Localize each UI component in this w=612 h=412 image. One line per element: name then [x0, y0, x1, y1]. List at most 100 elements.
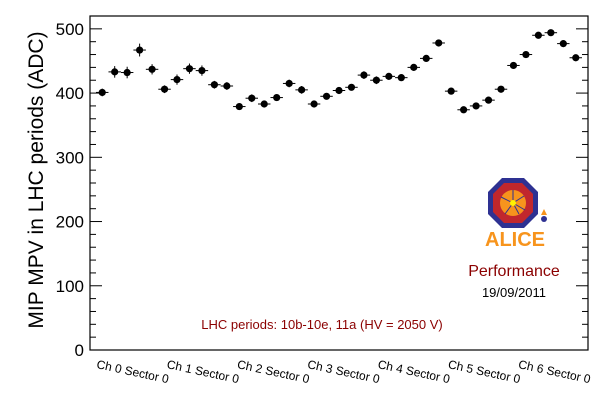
- y-tick-label: 0: [75, 341, 84, 360]
- performance-label: Performance: [468, 263, 560, 280]
- period-annotation: LHC periods: 10b-10e, 11a (HV = 2050 V): [201, 317, 442, 332]
- data-point: [307, 100, 321, 108]
- data-marker: [472, 102, 480, 110]
- y-tick-label: 100: [56, 277, 84, 296]
- data-marker: [235, 102, 243, 111]
- data-marker: [248, 94, 256, 102]
- data-marker: [223, 82, 231, 90]
- data-marker: [522, 50, 530, 59]
- data-marker: [310, 100, 318, 108]
- data-marker: [372, 76, 380, 84]
- data-point: [145, 64, 159, 75]
- alice-logo-text: ALICE: [485, 229, 545, 251]
- y-axis-label: MIP MPV in LHC periods (ADC): [25, 31, 48, 328]
- data-point: [332, 86, 346, 95]
- y-axis: 0 100 200 300 400 500: [56, 15, 588, 360]
- alice-logo-flame-icon: [541, 209, 547, 215]
- data-point: [482, 96, 495, 104]
- data-marker: [347, 83, 356, 91]
- data-point: [120, 66, 134, 79]
- x-axis: Ch 0 Sector 0Ch 1 Sector 0Ch 2 Sector 0C…: [95, 357, 592, 386]
- data-point: [420, 54, 433, 62]
- data-points: [96, 29, 582, 114]
- data-point: [258, 100, 271, 108]
- data-marker: [547, 29, 555, 37]
- data-marker: [123, 68, 131, 77]
- data-point: [444, 87, 458, 95]
- y-tick-label: 200: [56, 213, 84, 232]
- data-point: [270, 93, 283, 102]
- x-tick-label: Ch 1 Sector 0: [166, 357, 241, 386]
- data-point: [233, 102, 246, 111]
- data-marker: [447, 87, 455, 95]
- data-marker: [285, 79, 293, 88]
- x-tick-label: Ch 0 Sector 0: [95, 357, 170, 386]
- data-point: [108, 66, 121, 78]
- data-point: [133, 43, 146, 57]
- data-marker: [460, 106, 468, 114]
- data-marker: [410, 63, 418, 71]
- x-tick-label: Ch 4 Sector 0: [377, 357, 452, 386]
- data-point: [507, 61, 520, 70]
- data-point: [432, 39, 445, 47]
- data-point: [494, 85, 508, 93]
- data-point: [395, 74, 408, 82]
- data-marker: [160, 85, 169, 93]
- date-label: 19/09/2011: [482, 285, 546, 300]
- data-marker: [198, 66, 206, 75]
- data-marker: [148, 65, 156, 73]
- data-point: [208, 80, 221, 89]
- x-tick-label: Ch 5 Sector 0: [447, 357, 522, 386]
- alice-logo: ALICE: [485, 178, 547, 251]
- data-point: [320, 92, 333, 100]
- data-marker: [484, 96, 493, 104]
- data-marker: [298, 86, 306, 94]
- data-point: [183, 63, 196, 74]
- data-point: [158, 85, 171, 94]
- x-tick-label: Ch 6 Sector 0: [517, 357, 592, 386]
- data-point: [357, 71, 371, 79]
- y-tick-label: 300: [56, 148, 84, 167]
- data-marker: [136, 46, 144, 54]
- data-point: [519, 50, 533, 59]
- data-marker: [497, 85, 505, 93]
- data-point: [96, 88, 109, 97]
- data-marker: [260, 100, 268, 108]
- data-marker: [273, 93, 281, 102]
- data-point: [532, 31, 545, 39]
- data-marker: [322, 92, 331, 100]
- data-marker: [422, 54, 430, 62]
- data-marker: [534, 31, 542, 39]
- data-point: [370, 76, 383, 85]
- data-marker: [559, 40, 567, 48]
- data-marker: [572, 54, 580, 62]
- data-marker: [98, 88, 106, 97]
- data-point: [282, 79, 296, 88]
- data-point: [170, 74, 184, 85]
- data-marker: [435, 39, 443, 47]
- data-point: [345, 83, 358, 91]
- data-point: [220, 82, 234, 90]
- data-marker: [397, 74, 405, 82]
- data-point: [544, 29, 558, 37]
- data-marker: [210, 81, 218, 89]
- y-tick-label: 500: [56, 20, 84, 39]
- data-point: [195, 65, 209, 76]
- data-point: [457, 106, 470, 114]
- data-point: [469, 102, 483, 110]
- x-tick-label: Ch 3 Sector 0: [306, 357, 381, 386]
- data-point: [557, 40, 570, 48]
- y-tick-label: 400: [56, 84, 84, 103]
- data-marker: [185, 65, 194, 73]
- data-marker: [173, 75, 181, 84]
- data-point: [245, 94, 258, 103]
- data-marker: [335, 86, 343, 95]
- data-point: [382, 72, 396, 80]
- data-point: [407, 63, 420, 71]
- data-point: [569, 54, 582, 62]
- data-point: [295, 86, 308, 94]
- data-marker: [385, 72, 393, 80]
- x-tick-label: Ch 2 Sector 0: [236, 357, 311, 386]
- data-marker: [509, 61, 518, 70]
